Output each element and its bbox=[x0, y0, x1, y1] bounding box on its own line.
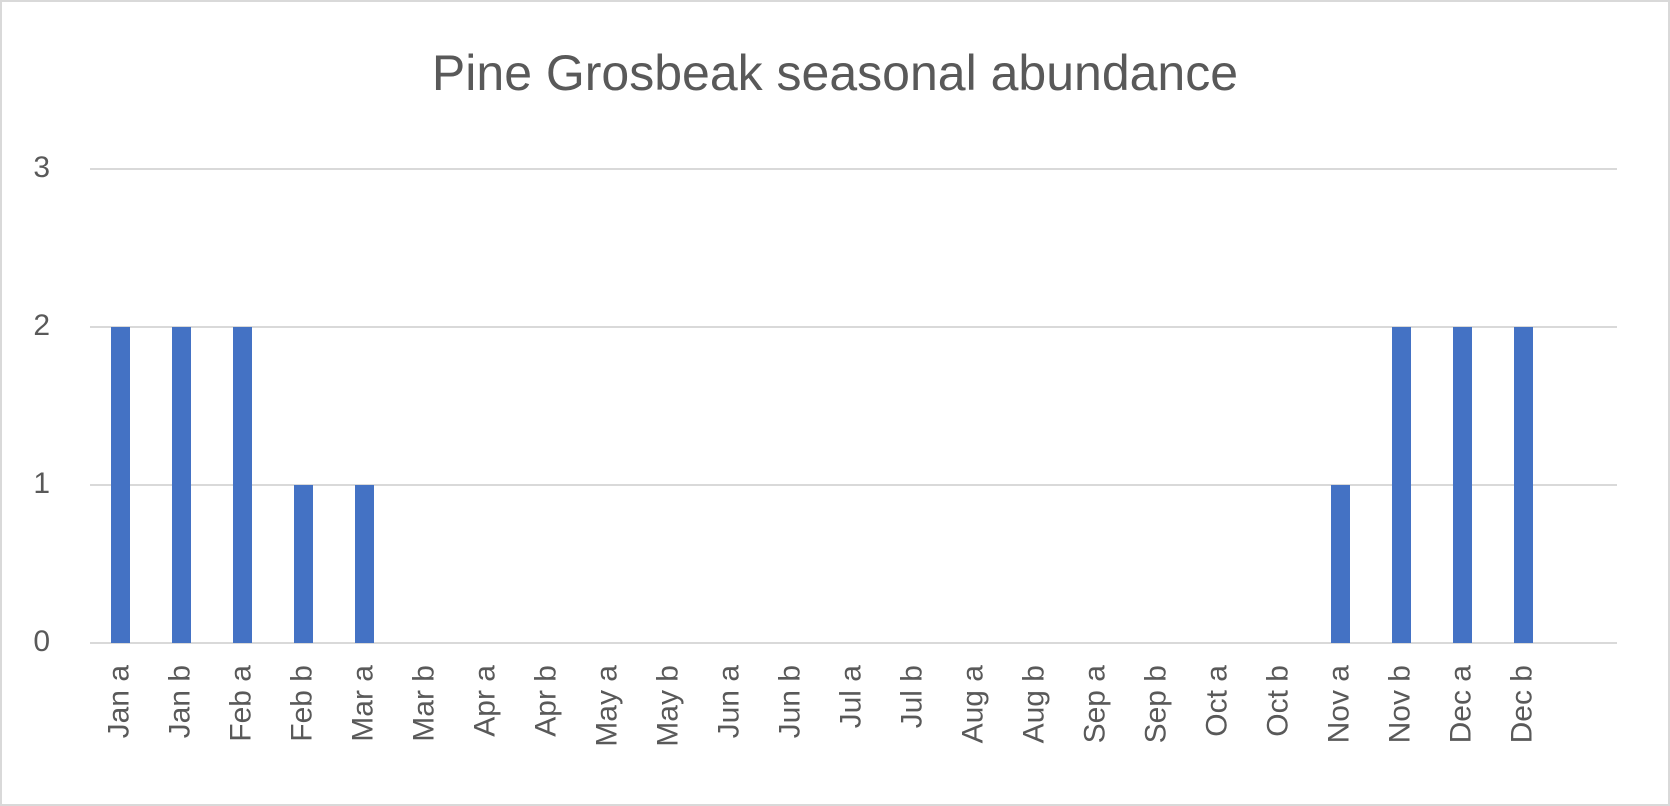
bar bbox=[1392, 327, 1411, 643]
x-tick-label: Sep b bbox=[1139, 665, 1172, 743]
y-tick-label: 3 bbox=[33, 151, 50, 184]
bar bbox=[1514, 327, 1533, 643]
x-tick-label: Sep a bbox=[1078, 665, 1111, 744]
x-tick-label: Jul a bbox=[834, 665, 867, 729]
x-tick-label: Jun a bbox=[712, 665, 745, 739]
y-tick-label: 1 bbox=[33, 467, 50, 500]
x-tick-label: Nov a bbox=[1322, 665, 1355, 744]
x-tick-label: May a bbox=[590, 665, 623, 747]
bar bbox=[111, 327, 130, 643]
bar bbox=[1453, 327, 1472, 643]
x-tick-label: Apr a bbox=[468, 665, 501, 737]
x-tick-label: Jun b bbox=[773, 665, 806, 738]
bar bbox=[294, 485, 313, 643]
x-tick-label: Mar b bbox=[407, 665, 440, 742]
x-tick-label: Jul b bbox=[895, 665, 928, 728]
x-tick-label: Nov b bbox=[1383, 665, 1416, 743]
x-tick-label: Feb a bbox=[224, 665, 257, 742]
x-tick-label: Aug b bbox=[1017, 665, 1050, 743]
x-tick-label: Dec b bbox=[1505, 665, 1538, 743]
chart-title: Pine Grosbeak seasonal abundance bbox=[432, 45, 1238, 101]
x-tick-label: Mar a bbox=[346, 665, 379, 742]
bar bbox=[355, 485, 374, 643]
x-tick-label: May b bbox=[651, 665, 684, 747]
y-tick-label: 2 bbox=[33, 309, 50, 342]
y-tick-label: 0 bbox=[33, 625, 50, 658]
bar bbox=[233, 327, 252, 643]
x-tick-label: Aug a bbox=[956, 665, 989, 744]
x-tick-label: Feb b bbox=[285, 665, 318, 742]
x-tick-label: Apr b bbox=[529, 665, 562, 737]
x-tick-label: Jan b bbox=[163, 665, 196, 738]
x-tick-label: Oct b bbox=[1261, 665, 1294, 737]
x-tick-label: Dec a bbox=[1444, 665, 1477, 744]
bar bbox=[172, 327, 191, 643]
x-tick-label: Jan a bbox=[102, 665, 135, 739]
x-tick-label: Oct a bbox=[1200, 665, 1233, 737]
bar bbox=[1331, 485, 1350, 643]
